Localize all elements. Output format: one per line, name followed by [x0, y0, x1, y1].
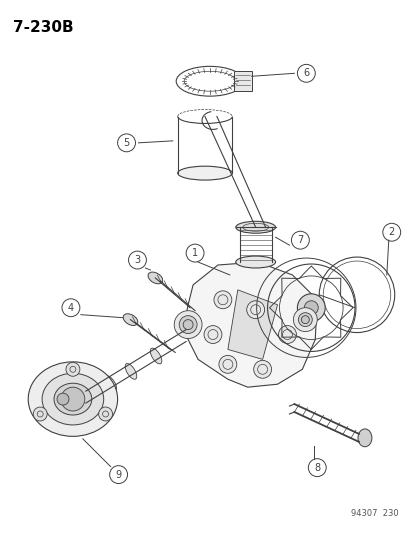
Circle shape: [57, 393, 69, 405]
Text: 9: 9: [115, 470, 122, 480]
Circle shape: [247, 301, 265, 319]
Circle shape: [33, 407, 47, 421]
Text: 2: 2: [388, 227, 395, 237]
Text: 6: 6: [303, 68, 310, 78]
Circle shape: [174, 311, 202, 338]
Ellipse shape: [178, 166, 232, 180]
Circle shape: [298, 313, 312, 327]
Ellipse shape: [105, 376, 117, 392]
Circle shape: [298, 294, 325, 321]
Circle shape: [214, 291, 232, 309]
Circle shape: [278, 326, 296, 343]
Circle shape: [219, 356, 237, 373]
Text: 4: 4: [68, 303, 74, 313]
Ellipse shape: [150, 348, 162, 364]
Circle shape: [301, 316, 309, 324]
Ellipse shape: [236, 221, 276, 233]
Ellipse shape: [28, 362, 117, 437]
Text: 94307  230: 94307 230: [351, 510, 399, 518]
Ellipse shape: [236, 256, 276, 268]
Circle shape: [254, 360, 271, 378]
Circle shape: [99, 407, 112, 421]
Text: 7: 7: [297, 235, 303, 245]
Polygon shape: [228, 290, 278, 359]
Text: 7-230B: 7-230B: [13, 20, 74, 35]
Ellipse shape: [358, 429, 372, 447]
Polygon shape: [183, 262, 317, 387]
Circle shape: [304, 301, 318, 314]
Ellipse shape: [125, 364, 137, 379]
Text: 8: 8: [314, 463, 320, 473]
Circle shape: [204, 326, 222, 343]
Circle shape: [179, 316, 197, 334]
Ellipse shape: [42, 373, 104, 425]
Circle shape: [61, 387, 85, 411]
Ellipse shape: [123, 314, 138, 326]
Text: 1: 1: [192, 248, 198, 258]
Circle shape: [293, 308, 317, 332]
Text: 5: 5: [123, 138, 129, 148]
Circle shape: [66, 362, 80, 376]
Text: 3: 3: [134, 255, 141, 265]
Circle shape: [183, 320, 193, 329]
FancyBboxPatch shape: [234, 71, 252, 91]
Ellipse shape: [148, 272, 163, 284]
Ellipse shape: [54, 383, 92, 415]
